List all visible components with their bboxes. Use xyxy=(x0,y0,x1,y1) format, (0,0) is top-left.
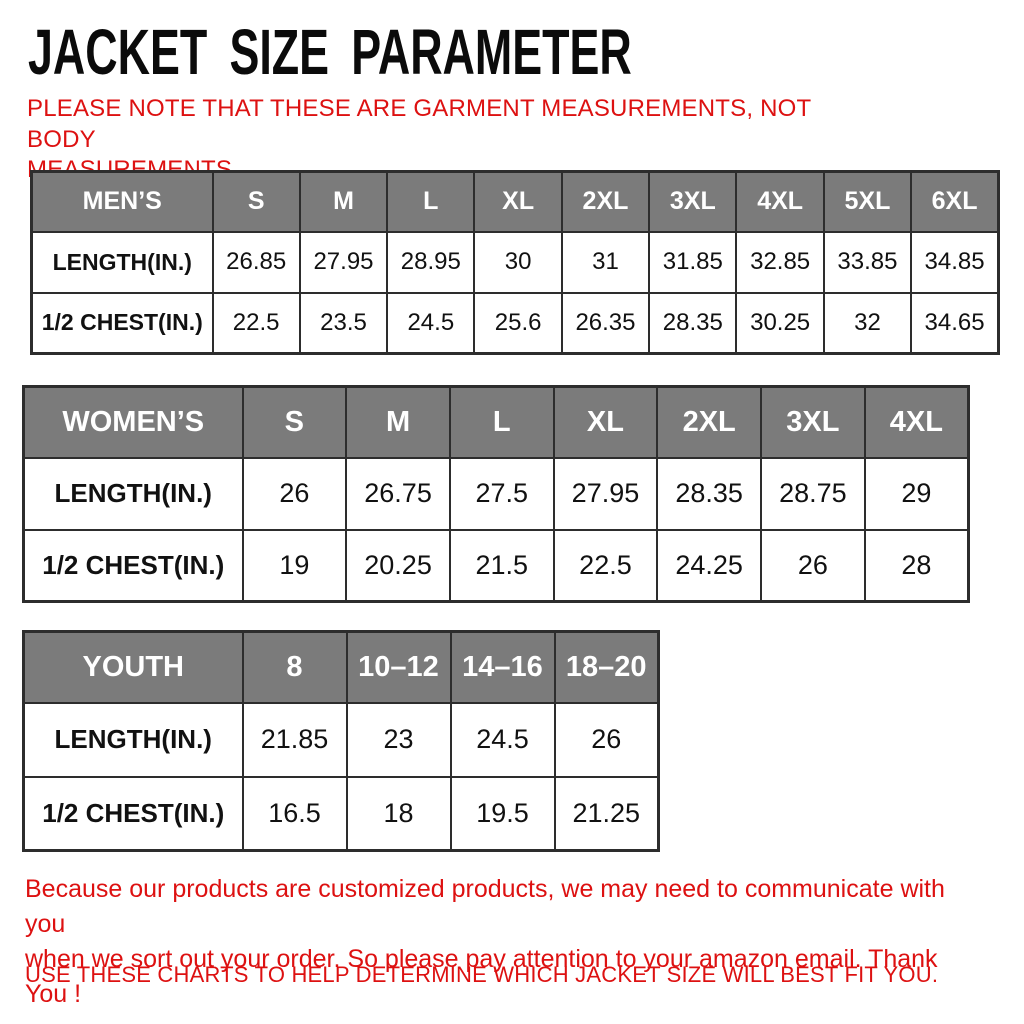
womens-length-row: LENGTH(IN.) 26 26.75 27.5 27.95 28.35 28… xyxy=(22,456,970,531)
row-label-length: LENGTH(IN.) xyxy=(22,701,244,778)
table-cell: 30.25 xyxy=(735,291,825,355)
row-label-length: LENGTH(IN.) xyxy=(22,456,244,531)
column-header-size: 8 xyxy=(241,630,348,704)
table-cell: 26.35 xyxy=(560,291,651,355)
table-cell: 26.75 xyxy=(345,456,451,531)
table-cell: 31.85 xyxy=(648,230,738,294)
table-cell: 24.5 xyxy=(449,701,556,778)
column-header-size: 10–12 xyxy=(345,630,452,704)
column-header-size: L xyxy=(386,170,476,233)
table-cell: 28.95 xyxy=(386,230,476,294)
column-header-size: 4XL xyxy=(863,385,970,459)
mens-chest-row: 1/2 CHEST(IN.) 22.5 23.5 24.5 25.6 26.35… xyxy=(30,291,1000,355)
womens-chest-row: 1/2 CHEST(IN.) 19 20.25 21.5 22.5 24.25 … xyxy=(22,528,970,603)
column-header-size: 4XL xyxy=(735,170,825,233)
table-cell: 23 xyxy=(345,701,452,778)
table-cell: 24.5 xyxy=(386,291,476,355)
column-header-size: M xyxy=(298,170,389,233)
column-header-size: XL xyxy=(473,170,563,233)
youth-length-row: LENGTH(IN.) 21.85 23 24.5 26 xyxy=(22,701,660,778)
column-header-size: 14–16 xyxy=(449,630,556,704)
column-header-size: 18–20 xyxy=(553,630,660,704)
youth-header-row: YOUTH 8 10–12 14–16 18–20 xyxy=(22,630,660,704)
column-header-size: M xyxy=(345,385,451,459)
table-cell: 19.5 xyxy=(449,775,556,852)
mens-length-row: LENGTH(IN.) 26.85 27.95 28.95 30 31 31.8… xyxy=(30,230,1000,294)
table-cell: 28.35 xyxy=(648,291,738,355)
table-cell: 24.25 xyxy=(656,528,763,603)
table-cell: 26 xyxy=(760,528,866,603)
womens-size-table: WOMEN’S S M L XL 2XL 3XL 4XL LENGTH(IN.)… xyxy=(22,385,970,603)
table-cell: 26 xyxy=(553,701,660,778)
row-label-length: LENGTH(IN.) xyxy=(30,230,214,294)
column-header-size: 5XL xyxy=(822,170,913,233)
column-header-size: S xyxy=(211,170,301,233)
column-header-size: 3XL xyxy=(648,170,738,233)
column-header-size: S xyxy=(241,385,348,459)
column-header-size: 6XL xyxy=(910,170,1000,233)
mens-table-title: MEN’S xyxy=(30,170,214,233)
table-cell: 31 xyxy=(560,230,651,294)
table-cell: 27.5 xyxy=(448,456,555,531)
youth-size-table: YOUTH 8 10–12 14–16 18–20 LENGTH(IN.) 21… xyxy=(22,630,660,852)
table-cell: 34.65 xyxy=(910,291,1000,355)
table-cell: 28 xyxy=(863,528,970,603)
row-label-chest: 1/2 CHEST(IN.) xyxy=(30,291,214,355)
table-cell: 26 xyxy=(241,456,348,531)
customized-products-note: Because our products are customized prod… xyxy=(25,872,985,1012)
row-label-chest: 1/2 CHEST(IN.) xyxy=(22,775,244,852)
footer-note-line-1: Because our products are customized prod… xyxy=(25,875,945,938)
table-cell: 32.85 xyxy=(735,230,825,294)
mens-size-table: MEN’S S M L XL 2XL 3XL 4XL 5XL 6XL LENGT… xyxy=(30,170,1000,355)
mens-header-row: MEN’S S M L XL 2XL 3XL 4XL 5XL 6XL xyxy=(30,170,1000,233)
column-header-size: L xyxy=(448,385,555,459)
column-header-size: 2XL xyxy=(656,385,763,459)
column-header-size: 3XL xyxy=(760,385,866,459)
table-cell: 27.95 xyxy=(298,230,389,294)
table-cell: 16.5 xyxy=(241,775,348,852)
table-cell: 29 xyxy=(863,456,970,531)
table-cell: 25.6 xyxy=(473,291,563,355)
table-cell: 27.95 xyxy=(552,456,659,531)
table-cell: 22.5 xyxy=(552,528,659,603)
womens-table-title: WOMEN’S xyxy=(22,385,244,459)
womens-header-row: WOMEN’S S M L XL 2XL 3XL 4XL xyxy=(22,385,970,459)
youth-chest-row: 1/2 CHEST(IN.) 16.5 18 19.5 21.25 xyxy=(22,775,660,852)
fit-advice-line: USE THESE CHARTS TO HELP DETERMINE WHICH… xyxy=(25,962,939,987)
table-cell: 34.85 xyxy=(910,230,1000,294)
page-title: JACKET SIZE PARAMETER xyxy=(28,16,632,88)
column-header-size: XL xyxy=(552,385,659,459)
row-label-chest: 1/2 CHEST(IN.) xyxy=(22,528,244,603)
table-cell: 28.35 xyxy=(656,456,763,531)
table-cell: 33.85 xyxy=(822,230,913,294)
column-header-size: 2XL xyxy=(560,170,651,233)
footer-note-line-2: when we sort out your order. So please p… xyxy=(25,945,938,1008)
note-line-1: PLEASE NOTE THAT THESE ARE GARMENT MEASU… xyxy=(27,95,811,153)
table-cell: 21.25 xyxy=(553,775,660,852)
table-cell: 21.85 xyxy=(241,701,348,778)
table-cell: 21.5 xyxy=(448,528,555,603)
table-cell: 20.25 xyxy=(345,528,451,603)
garment-measurement-note: PLEASE NOTE THAT THESE ARE GARMENT MEASU… xyxy=(27,94,827,186)
table-cell: 26.85 xyxy=(211,230,301,294)
table-cell: 28.75 xyxy=(760,456,866,531)
table-cell: 18 xyxy=(345,775,452,852)
table-cell: 23.5 xyxy=(298,291,389,355)
table-cell: 22.5 xyxy=(211,291,301,355)
table-cell: 30 xyxy=(473,230,563,294)
table-cell: 19 xyxy=(241,528,348,603)
youth-table-title: YOUTH xyxy=(22,630,244,704)
table-cell: 32 xyxy=(822,291,913,355)
